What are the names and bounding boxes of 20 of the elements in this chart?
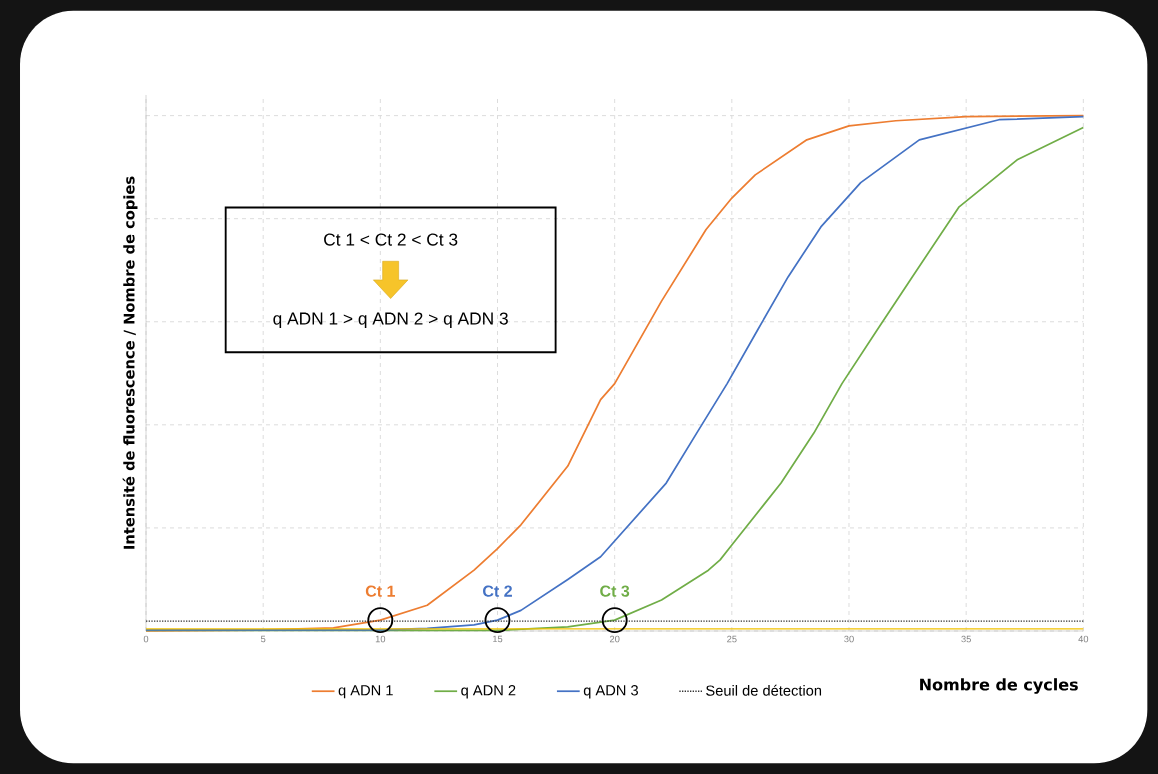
annotation: q ADN 1 > q ADN 2 > q ADN 3 <box>273 312 508 329</box>
x-tick-label: 35 <box>961 635 971 643</box>
x-tick-label: 5 <box>260 635 266 643</box>
annotation: Ct 2 <box>483 585 512 597</box>
y-axis-title: Intensité de fluorescence / Nombre de copies <box>122 176 138 549</box>
annotation: Ct 1 < Ct 2 < Ct 3 <box>324 233 458 246</box>
x-tick-label: 10 <box>375 635 386 643</box>
x-tick-label: 30 <box>844 635 854 643</box>
legend-label: q ADN 3 <box>583 685 638 699</box>
x-axis-title: Nombre de cycles <box>920 678 1078 694</box>
x-tick-label: 20 <box>609 635 620 643</box>
legend-label: q ADN 1 <box>338 685 393 699</box>
x-tick-label: 25 <box>727 635 737 643</box>
x-tick-label: 0 <box>143 635 149 643</box>
legend-label: q ADN 2 <box>461 685 516 699</box>
x-tick-label: 15 <box>493 635 503 643</box>
annotation: Ct 1 <box>365 585 395 597</box>
annotation: Ct 3 <box>600 585 630 597</box>
x-tick-label: 40 <box>1078 635 1089 643</box>
legend-label: Seuil de détection <box>706 684 822 696</box>
